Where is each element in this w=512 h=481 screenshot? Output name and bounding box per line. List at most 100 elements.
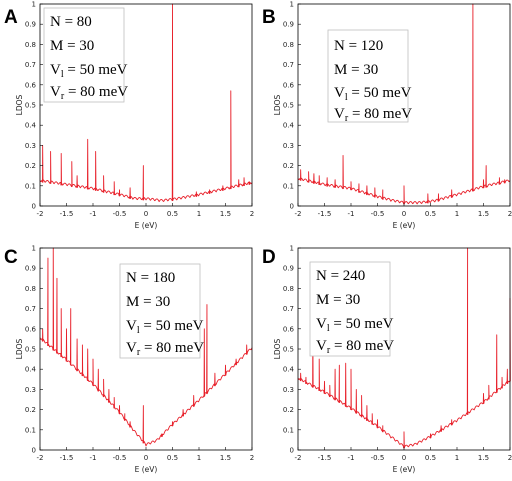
legend: N = 120 M = 30 Vl = 50 meV Vr = 80 meV — [327, 29, 412, 124]
x-tick-label: 1 — [197, 454, 201, 462]
x-tick-label: 2 — [508, 454, 512, 462]
x-tick-label: 0 — [144, 454, 148, 462]
y-tick-label: 0.4 — [25, 122, 37, 130]
y-tick-label: 0.1 — [25, 182, 36, 190]
x-axis-label: E (eV) — [135, 465, 158, 474]
x-tick-label: -0.5 — [371, 454, 385, 462]
x-tick-label: -1.5 — [318, 454, 332, 462]
legend-vr: Vr = 80 meV — [316, 338, 394, 356]
x-tick-label: 0 — [144, 210, 148, 218]
plot-area: 0 0.1 0.2 0.3 0.4 0.5 0.6 0.7 0.8 0.9 1 -2 -1.5 -1 -0.… — [273, 245, 512, 475]
ldos-curve — [297, 247, 511, 449]
y-tick-label: 1 — [32, 245, 36, 253]
legend-vr-rest: = 80 meV — [140, 340, 204, 356]
legend-vr-main: V — [334, 106, 345, 122]
panel-c: C 0 0.1 0.2 0.3 0.4 0.5 0.6 0.7 0.8 0.9 1 -2 -1.5 -1 -… — [4, 245, 254, 475]
y-tick-label: 0.2 — [25, 406, 36, 414]
y-tick-label: 0.7 — [283, 305, 294, 313]
y-tick-label: 0.2 — [25, 162, 36, 170]
legend-box — [309, 261, 391, 357]
y-tick-label: 0.6 — [25, 325, 37, 333]
y-tick-label: 0.4 — [25, 366, 37, 374]
legend-vr-sub: r — [327, 345, 331, 356]
plot-area: 0 0.1 0.2 0.3 0.4 0.5 0.6 0.7 0.8 0.9 1 -2 -1.5 -1 -0.… — [15, 1, 254, 231]
y-tick-label: 0.9 — [283, 21, 294, 29]
x-tick-label: 2 — [250, 210, 254, 218]
legend-m: M = 30 — [50, 38, 94, 54]
y-tick-label: 0.9 — [25, 21, 36, 29]
y-tick-label: 0.5 — [283, 102, 294, 110]
x-tick-label: -2 — [37, 454, 44, 462]
y-tick-label: 0.2 — [283, 162, 294, 170]
panel-letter: C — [4, 247, 18, 268]
legend: N = 180 M = 30 Vl = 50 meV Vr = 80 meV — [119, 263, 204, 359]
y-tick-label: 0.1 — [25, 426, 36, 434]
y-tick-label: 0 — [290, 203, 294, 211]
y-tick-label: 0.7 — [25, 305, 36, 313]
x-tick-label: -2 — [37, 210, 44, 218]
y-tick-label: 0.5 — [25, 102, 36, 110]
y-tick-label: 0.8 — [25, 41, 36, 49]
y-tick-label: 0.7 — [25, 61, 36, 69]
y-tick-label: 0.9 — [283, 265, 294, 273]
legend-m: M = 30 — [334, 62, 378, 78]
legend-n: N = 240 — [316, 268, 365, 284]
x-tick-label: -1.5 — [60, 454, 74, 462]
x-tick-label: 0.5 — [425, 210, 436, 218]
y-axis-label: LDOS — [15, 94, 24, 115]
legend-box — [119, 263, 201, 359]
y-tick-label: 0.8 — [25, 285, 36, 293]
y-tick-label: 0.3 — [25, 142, 36, 150]
x-tick-label: 1.5 — [478, 210, 489, 218]
legend-vr: Vr = 80 meV — [126, 340, 204, 358]
x-tick-label: -2 — [295, 454, 302, 462]
legend-vl-main: V — [50, 62, 61, 78]
legend-vl-rest: = 50 meV — [64, 62, 128, 78]
legend-vl-rest: = 50 meV — [140, 318, 204, 334]
x-axis-label: E (eV) — [135, 221, 158, 230]
legend-vl-sub: l — [137, 325, 140, 336]
y-tick-label: 0.1 — [283, 426, 294, 434]
panel-a: A 0 0.1 0.2 0.3 0.4 0.5 0.6 0.7 0.8 0.9 1 -2 -1.5 -1 -… — [4, 1, 254, 231]
legend-n: N = 180 — [126, 270, 175, 286]
x-tick-label: -1.5 — [318, 210, 332, 218]
y-tick-label: 0.6 — [25, 81, 37, 89]
x-tick-label: -0.5 — [113, 454, 127, 462]
ldos-curve — [39, 3, 253, 203]
legend-vr: Vr = 80 meV — [50, 84, 128, 102]
legend-vl-main: V — [126, 318, 137, 334]
panel-b: B 0 0.1 0.2 0.3 0.4 0.5 0.6 0.7 0.8 0.9 1 -2 -1.5 -1 -… — [262, 1, 512, 231]
x-tick-label: -1.5 — [60, 210, 74, 218]
legend-vr-sub: r — [345, 113, 349, 124]
legend-vr-rest: = 80 meV — [64, 84, 128, 100]
legend-vr-rest: = 80 meV — [330, 338, 394, 354]
y-tick-label: 0.6 — [283, 325, 295, 333]
legend-box — [43, 7, 125, 103]
y-tick-label: 0.5 — [283, 346, 294, 354]
x-tick-label: 1 — [455, 210, 459, 218]
x-tick-label: 1 — [197, 210, 201, 218]
legend-m: M = 30 — [316, 292, 360, 308]
y-tick-label: 0.9 — [25, 265, 36, 273]
legend: N = 240 M = 30 Vl = 50 meV Vr = 80 meV — [309, 261, 394, 357]
x-tick-label: 1.5 — [478, 454, 489, 462]
y-tick-label: 0.1 — [283, 182, 294, 190]
x-tick-label: 1.5 — [220, 210, 231, 218]
panel-letter: D — [262, 247, 276, 268]
panel-letter: A — [4, 7, 18, 28]
legend-box — [327, 29, 409, 123]
y-tick-label: 0.3 — [25, 386, 36, 394]
legend-vl-sub: l — [345, 92, 348, 103]
y-tick-label: 0 — [290, 447, 294, 455]
y-axis-label: LDOS — [15, 338, 24, 359]
legend-m: M = 30 — [126, 294, 170, 310]
legend-vl-sub: l — [61, 69, 64, 80]
x-tick-label: 0.5 — [167, 454, 178, 462]
legend-n: N = 120 — [334, 38, 383, 54]
x-tick-label: -0.5 — [113, 210, 127, 218]
y-tick-label: 1 — [290, 1, 294, 9]
legend-vl-main: V — [334, 85, 345, 101]
y-tick-label: 0.2 — [283, 406, 294, 414]
legend-vl-rest: = 50 meV — [348, 85, 412, 101]
